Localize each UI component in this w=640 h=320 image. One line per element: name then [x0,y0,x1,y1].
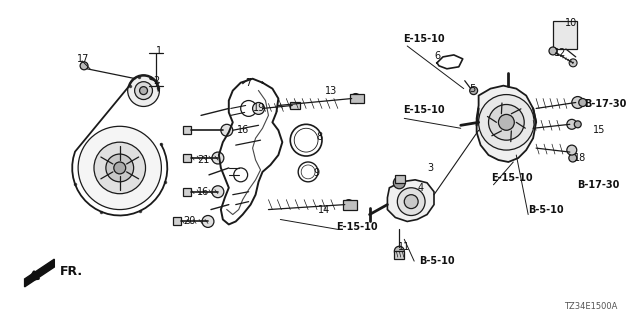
Text: 10: 10 [565,18,577,28]
Bar [396,175,405,183]
Text: 5: 5 [468,84,475,94]
Text: 11: 11 [398,242,411,252]
Bar [349,93,364,103]
Text: 15: 15 [593,125,605,135]
Circle shape [572,97,584,108]
Circle shape [394,246,404,256]
Circle shape [404,195,418,209]
Circle shape [106,154,134,182]
Circle shape [579,99,587,107]
Text: TZ34E1500A: TZ34E1500A [564,302,618,311]
Circle shape [397,188,425,215]
Text: 16: 16 [197,187,209,197]
Circle shape [488,105,524,140]
Bar [183,188,191,196]
Circle shape [128,75,159,107]
Text: 6: 6 [434,51,440,61]
Text: 20: 20 [183,216,196,227]
Text: 8: 8 [316,132,322,142]
Circle shape [351,93,361,103]
Circle shape [80,62,88,70]
Text: B-5-10: B-5-10 [419,256,455,266]
Text: 19: 19 [253,103,265,114]
Circle shape [549,47,557,55]
Circle shape [78,126,161,210]
Circle shape [567,119,577,129]
Text: E-15-10: E-15-10 [403,34,445,44]
Text: 13: 13 [325,86,337,96]
Text: FR.: FR. [60,265,83,277]
Text: 12: 12 [554,48,566,58]
Bar [291,101,300,109]
Circle shape [470,87,477,95]
Circle shape [202,215,214,228]
Text: 2: 2 [154,76,160,86]
Text: 3: 3 [427,163,433,173]
Polygon shape [24,259,54,287]
Text: 16: 16 [237,125,249,135]
Text: 4: 4 [417,183,423,193]
Circle shape [114,162,125,174]
Text: 17: 17 [77,54,90,64]
Text: 21: 21 [197,155,209,165]
Circle shape [569,59,577,67]
Bar [394,251,404,259]
Text: 18: 18 [574,153,586,163]
Bar [183,154,191,162]
Bar [343,200,356,210]
Text: 14: 14 [318,204,330,215]
Bar [553,21,577,49]
Bar [173,218,181,225]
Text: 7: 7 [246,78,252,88]
Polygon shape [387,180,434,221]
Polygon shape [477,86,536,162]
Text: 1: 1 [156,46,163,56]
Circle shape [499,114,515,130]
Circle shape [253,102,264,114]
Text: 9: 9 [313,168,319,178]
Text: E-15-10: E-15-10 [403,105,445,116]
Circle shape [221,124,233,136]
Circle shape [569,154,577,162]
Text: E-15-10: E-15-10 [336,222,378,232]
Circle shape [134,82,152,100]
Bar [183,126,191,134]
Text: B-5-10: B-5-10 [528,204,564,215]
Text: B-17-30: B-17-30 [584,100,626,109]
Circle shape [574,121,581,128]
Circle shape [344,200,354,210]
Circle shape [479,95,534,150]
Text: B-17-30: B-17-30 [577,180,619,190]
Circle shape [140,87,147,95]
Text: E-15-10: E-15-10 [492,173,533,183]
Circle shape [212,186,224,198]
Circle shape [212,152,224,164]
Circle shape [94,142,145,194]
Circle shape [394,177,405,189]
Circle shape [567,145,577,155]
